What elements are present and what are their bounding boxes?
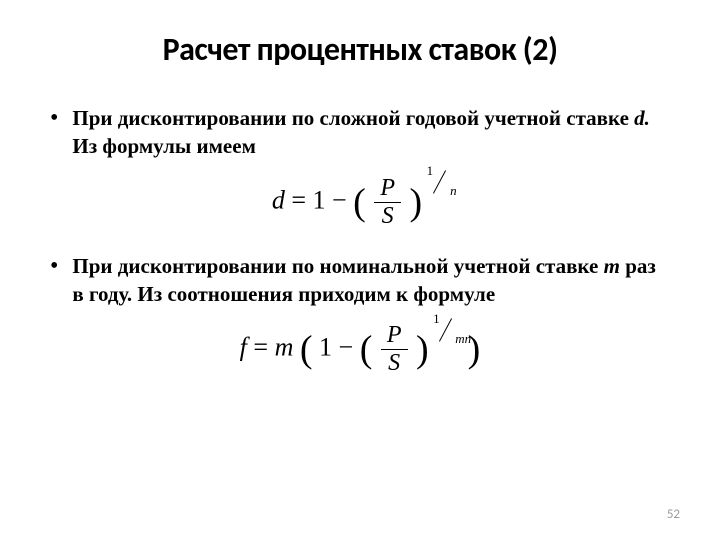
f1-frac: P S (374, 175, 401, 230)
formula-2: f = m ( 1 − ( P S ) 1 mn ) (50, 322, 670, 377)
page-number: 52 (667, 507, 680, 522)
f2-rparen: ) (416, 329, 429, 371)
f1-exp: 1 n (429, 187, 449, 217)
f2-exp: 1 mn (435, 335, 461, 365)
f2-eq: = (253, 333, 274, 362)
bullet-marker: • (50, 250, 58, 309)
f1-rparen: ) (410, 181, 423, 223)
f2-lparen: ( (360, 329, 373, 371)
f1-eq: = (291, 185, 312, 214)
f2-one-minus: 1 − (319, 333, 360, 362)
f2-lhs: f (240, 333, 247, 362)
f2-m: m (275, 333, 294, 362)
slide-title: Расчет процентных ставок (2) (50, 30, 670, 69)
formula-1: d = 1 − ( P S ) 1 n (50, 175, 670, 230)
f1-one-minus: 1 − (313, 185, 354, 214)
bullet-1-text: При дисконтировании по сложной годовой у… (72, 104, 670, 161)
bullet-marker: • (50, 102, 58, 161)
f2-frac: P S (381, 322, 408, 377)
bullet-2: • При дисконтировании по номинальной уче… (50, 252, 670, 309)
bullet-1: • При дисконтировании по сложной годовой… (50, 104, 670, 161)
f1-lhs: d (272, 185, 285, 214)
bullet-2-text: При дисконтировании по номинальной учетн… (72, 252, 670, 309)
f1-lparen: ( (353, 181, 366, 223)
f2-lparen-outer: ( (300, 329, 313, 371)
